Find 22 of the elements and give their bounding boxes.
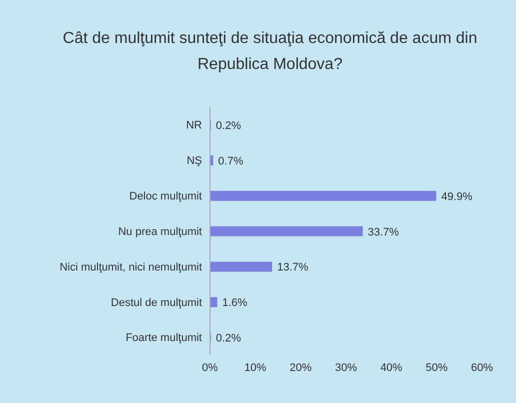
data-label: 33.7%: [368, 226, 400, 238]
x-tick-label: 30%: [334, 362, 358, 374]
y-tick-label: Deloc mulţumit: [129, 190, 202, 202]
data-label: 0.7%: [218, 155, 244, 168]
data-label: 0.2%: [216, 332, 242, 345]
x-tick-label: 10%: [244, 362, 267, 374]
data-label: 1.6%: [222, 297, 248, 310]
y-tick-label: Nu prea mulţumit: [118, 226, 202, 238]
data-label: 49.9%: [441, 190, 473, 203]
x-tick-label: 40%: [380, 362, 403, 374]
chart-title: Cât de mulţumit sunteţi de situaţia economică de acum din Republica Moldova?: [62, 29, 478, 75]
x-tick-label: 0%: [202, 362, 218, 374]
x-tick-label: 50%: [426, 362, 448, 374]
x-tick-label: 60%: [470, 362, 494, 374]
x-tick-label: 20%: [290, 362, 312, 374]
y-tick-label: Nici mulţumit, nici nemulţumit: [60, 261, 202, 274]
y-tick-label: Foarte mulţumit: [126, 332, 202, 344]
y-tick-label: Destul de mulţumit: [110, 296, 202, 309]
y-tick-label: NR: [186, 120, 202, 132]
data-label: 13.7%: [277, 262, 309, 274]
y-tick-label: NŞ: [186, 155, 202, 168]
data-label: 0.2%: [216, 120, 242, 132]
